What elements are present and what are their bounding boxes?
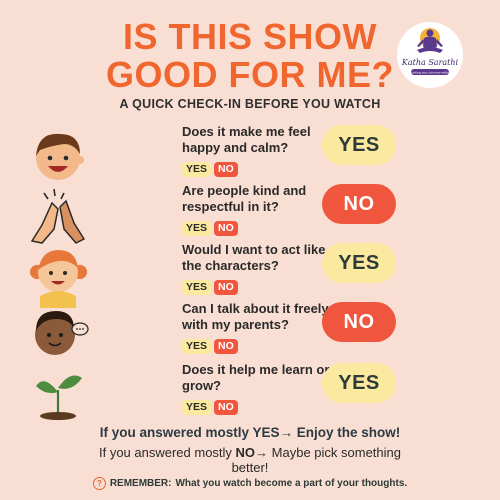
remember-note: ? REMEMBER: What you watch become a part…	[0, 477, 500, 490]
question-text: Does it make me feel happy and calm?	[182, 124, 311, 155]
question-row: Does it make me feel happy and calm? YES…	[36, 124, 412, 182]
answer-choices: YES NO	[182, 400, 238, 415]
answer-pill: NO	[322, 184, 396, 224]
no-chip[interactable]: NO	[214, 221, 238, 236]
logo-brand-text: Katha Sarathi	[401, 58, 459, 67]
smiling-boy-icon	[24, 120, 94, 190]
meditating-figure-icon: Katha Sarathi Guiding your journey withi…	[397, 22, 463, 88]
boy-speech-bubble-icon	[24, 297, 94, 367]
question-row: Can I talk about it freely with my paren…	[35, 301, 412, 359]
no-chip[interactable]: NO	[214, 339, 238, 354]
answer-pill: YES	[322, 125, 396, 165]
no-chip[interactable]: NO	[214, 280, 238, 295]
yes-chip[interactable]: YES	[182, 162, 212, 177]
yes-chip[interactable]: YES	[182, 280, 212, 295]
footer-no-guidance: If you answered mostly NO→ Maybe pick so…	[90, 445, 410, 475]
question-row: Are people kind and respectful in it? YE…	[30, 183, 412, 244]
remember-text: What you watch become a part of your tho…	[175, 478, 408, 489]
girl-pigtails-icon	[24, 238, 94, 308]
answer-pill: YES	[322, 243, 396, 283]
question-text: Would I want to act like the characters?	[182, 242, 326, 273]
title-line-2: GOOD FOR ME?	[106, 54, 394, 95]
yes-chip[interactable]: YES	[182, 221, 212, 236]
answer-pill: NO	[322, 302, 396, 342]
question-text: Does it help me learn or grow?	[182, 362, 330, 393]
question-circle-icon: ?	[92, 477, 106, 490]
footer-no-bold: NO	[235, 445, 256, 460]
high-five-hands-icon	[24, 179, 94, 249]
footer-no-prefix: If you answered mostly	[98, 445, 236, 460]
sprout-icon	[24, 358, 94, 428]
no-chip[interactable]: NO	[214, 162, 238, 177]
remember-label: REMEMBER:	[109, 478, 172, 489]
answer-pill: YES	[322, 363, 396, 403]
question-text: Are people kind and respectful in it?	[182, 183, 307, 214]
no-chip[interactable]: NO	[214, 400, 238, 415]
yes-chip[interactable]: YES	[182, 339, 212, 354]
title-line-1: IS THIS SHOW	[122, 16, 377, 57]
footer-yes-guidance: If you answered mostly YES→ Enjoy the sh…	[99, 425, 401, 440]
answer-choices: YES NO	[182, 280, 238, 295]
question-row: Would I want to act like the characters?…	[30, 242, 412, 308]
logo-tagline: Guiding your journey within	[409, 71, 451, 75]
answer-choices: YES NO	[182, 339, 238, 354]
question-text: Can I talk about it freely with my paren…	[182, 301, 329, 332]
yes-chip[interactable]: YES	[182, 400, 212, 415]
brand-logo: Katha Sarathi Guiding your journey withi…	[395, 20, 465, 90]
page-title: IS THIS SHOW GOOD FOR ME?	[0, 18, 500, 94]
footer-no-suffix: → Maybe pick something better!	[231, 445, 401, 475]
answer-choices: YES NO	[182, 221, 238, 236]
page-subtitle: A QUICK CHECK-IN BEFORE YOU WATCH	[119, 97, 381, 111]
question-row: Does it help me learn or grow? YES NO YE…	[36, 362, 412, 420]
answer-choices: YES NO	[182, 162, 238, 177]
